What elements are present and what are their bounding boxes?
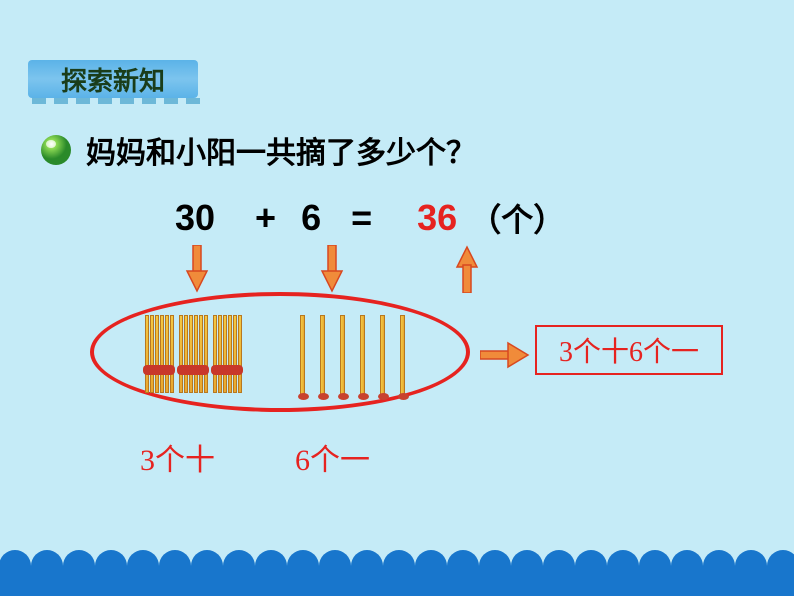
operand-2: 6 <box>301 197 321 239</box>
ribbon-label: 探索新知 <box>61 61 165 98</box>
result-box-text: 3个十6个一 <box>559 330 699 370</box>
single-stick <box>380 315 385 395</box>
label-tens: 3个十 <box>140 435 215 479</box>
sticks-diagram <box>100 300 480 410</box>
section-ribbon: 探索新知 <box>28 60 198 98</box>
equals-sign: = <box>351 197 372 239</box>
single-stick <box>360 315 365 395</box>
stick-bundle <box>213 315 241 393</box>
stick-bundle <box>179 315 207 393</box>
result-unit: （个） <box>469 195 565 241</box>
single-stick <box>300 315 305 395</box>
arrow-down-icon <box>320 245 344 293</box>
operand-1: 30 <box>175 197 215 239</box>
question-text: 妈妈和小阳一共摘了多少个？ <box>86 128 476 172</box>
bundle-group <box>145 315 241 393</box>
result-box: 3个十6个一 <box>535 325 723 375</box>
single-sticks-group <box>300 315 405 395</box>
bullet-ball-icon <box>38 132 74 168</box>
arrow-right-icon <box>480 340 530 370</box>
question-row: 妈妈和小阳一共摘了多少个？ <box>38 128 476 172</box>
result-value: 36 <box>417 197 457 239</box>
single-stick <box>320 315 325 395</box>
equation: 30 + 6 = 36 （个） <box>175 195 565 241</box>
label-ones: 6个一 <box>295 435 370 479</box>
stick-bundle <box>145 315 173 393</box>
single-stick <box>400 315 405 395</box>
single-stick <box>340 315 345 395</box>
arrow-up-icon <box>455 245 479 293</box>
wave-border-icon <box>0 536 794 596</box>
operator-plus: + <box>255 197 276 239</box>
ribbon-dashes <box>32 98 200 104</box>
arrow-down-icon <box>185 245 209 293</box>
